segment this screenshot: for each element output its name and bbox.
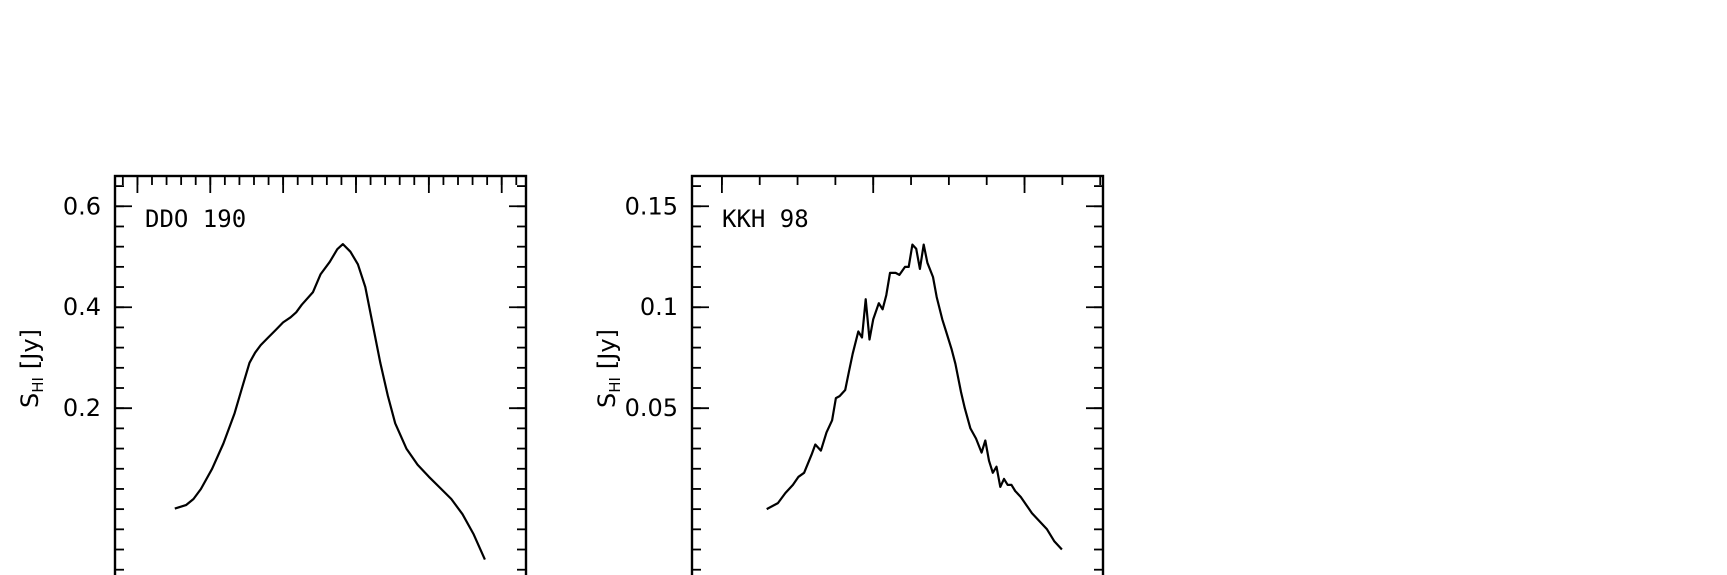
- y-axis-label-symbol: S: [593, 393, 621, 408]
- y-tick-label: 0.2: [63, 394, 101, 422]
- y-axis-label: SHI [Jy]: [16, 329, 47, 408]
- panel-ddo-190: 0.2 0.4 0.6 DDO 190 SHI [Jy]: [16, 174, 528, 575]
- y-tick-label: 0.15: [625, 192, 678, 220]
- plot-area: 0.05 0.1 0.15: [625, 174, 1105, 575]
- axes-frame: [113, 174, 528, 575]
- y-tick-label: 0.6: [63, 192, 101, 220]
- y-axis-label-subscript: HI: [606, 377, 624, 393]
- y-axis-label-subscript: HI: [29, 377, 47, 393]
- panel-title: DDO 190: [145, 205, 246, 233]
- y-axis-label-unit: [Jy]: [593, 329, 621, 369]
- axes-frame: [690, 174, 1105, 575]
- y-tick-label: 0.05: [625, 394, 678, 422]
- y-axis-label: SHI [Jy]: [593, 329, 624, 408]
- y-tick-label: 0.4: [63, 293, 101, 321]
- y-axis-label-unit: [Jy]: [16, 329, 44, 369]
- spectrum-line: [174, 243, 486, 561]
- y-tick-label: 0.1: [640, 293, 678, 321]
- spectrum-line: [766, 243, 1063, 551]
- panel-kkh-98: 0.05 0.1 0.15 KKH 98 SHI [Jy]: [593, 174, 1105, 575]
- panel-title: KKH 98: [722, 205, 809, 233]
- y-axis-label-symbol: S: [16, 393, 44, 408]
- plot-area: 0.2 0.4 0.6: [63, 174, 528, 575]
